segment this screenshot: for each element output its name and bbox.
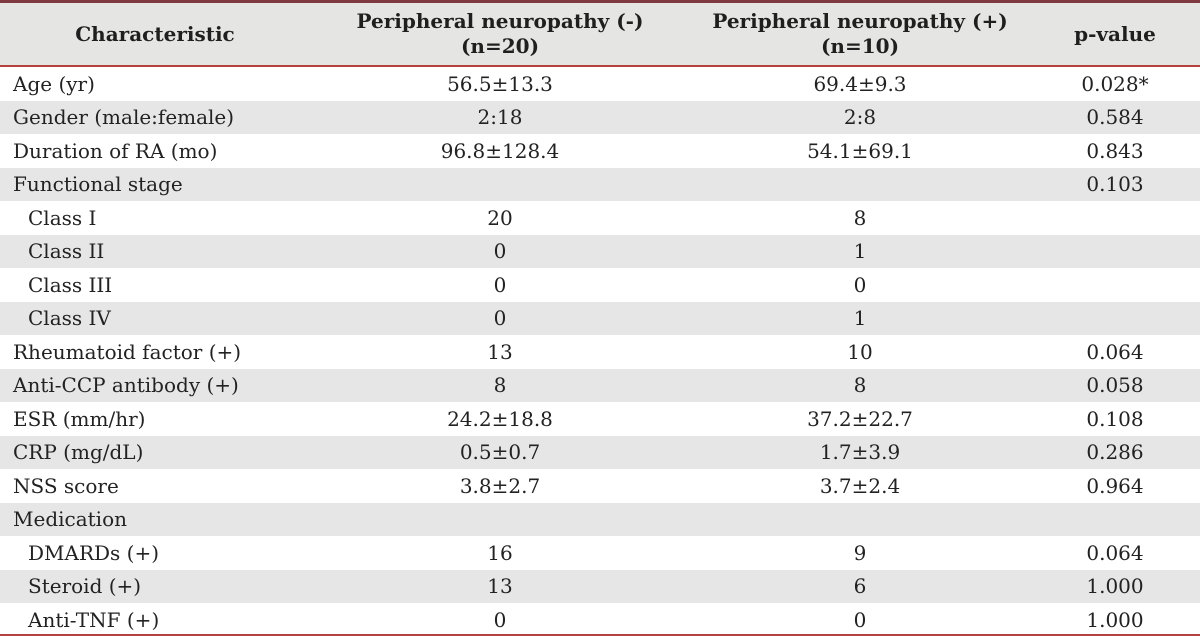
neuropathy-negative-value-cell: 96.8±128.4 [440,138,560,163]
neuropathy-negative-value-cell [310,168,690,202]
neuropathy-positive-value-cell: 10 [847,339,873,364]
table-row: ESR (mm/hr) 24.2±18.8 37.2±22.7 0.108 [0,402,1200,436]
characteristic-cell: Class I [28,205,97,230]
characteristic-cell: Class II [28,239,105,264]
characteristic-cell: Steroid (+) [28,574,142,599]
p-value-cell: 0.064 [1086,540,1144,565]
neuropathy-positive-value-cell: 0 [853,607,867,632]
p-value-cell [1030,201,1200,235]
table-row: Age (yr) 56.5±13.3 69.4±9.3 0.028* [0,66,1200,101]
characteristic-cell: Class III [28,272,113,297]
neuropathy-positive-value-cell: 1 [853,239,867,264]
p-value-cell: 0.843 [1086,138,1144,163]
table-row: Class IV 0 1 [0,301,1200,336]
p-value-cell: 0.964 [1086,473,1144,498]
characteristic-cell: Age (yr) [13,71,95,96]
characteristic-cell: CRP (mg/dL) [13,440,144,465]
p-value-cell: 0.584 [1086,105,1144,130]
table-row: Functional stage 0.103 [0,167,1200,202]
p-value-cell: 0.064 [1086,339,1144,364]
table-row: CRP (mg/dL) 0.5±0.7 1.7±3.9 0.286 [0,435,1200,469]
neuropathy-negative-value-cell: 0 [493,272,507,297]
table-row: Class II 0 1 [0,234,1200,269]
neuropathy-negative-value-cell: 16 [487,540,513,565]
characteristic-cell: Anti-TNF (+) [28,607,160,632]
neuropathy-positive-value-cell: 8 [853,205,867,230]
characteristic-cell: Duration of RA (mo) [13,138,218,163]
neuropathy-positive-value-cell: 2:8 [843,105,877,130]
neuropathy-positive-value-cell: 1.7±3.9 [819,440,901,465]
table-row: Duration of RA (mo) 96.8±128.4 54.1±69.1 0.… [0,134,1200,168]
neuropathy-negative-value-cell: 56.5±13.3 [447,71,553,96]
neuropathy-negative-value-cell: 13 [487,574,513,599]
neuropathy-positive-value-cell [690,503,1030,537]
neuropathy-positive-value-cell: 1 [853,306,867,331]
header-characteristic: Characteristic [0,3,310,67]
neuropathy-positive-value-cell: 37.2±22.7 [807,406,913,431]
neuropathy-positive-value-cell: 8 [853,373,867,398]
table-header: Characteristic Peripheral neuropathy (-)… [0,3,1200,67]
header-neuropathy-positive-n: (n=10) [820,34,900,58]
neuropathy-negative-value-cell: 0 [493,239,507,264]
table-row: NSS score 3.8±2.7 3.7±2.4 0.964 [0,469,1200,503]
p-value-cell: 0.108 [1086,406,1144,431]
p-value-cell: 0.058 [1086,373,1144,398]
header-neuropathy-positive: Peripheral neuropathy (+) (n=10) [690,3,1030,67]
p-value-cell: 0.286 [1086,440,1144,465]
characteristic-cell: Anti-CCP antibody (+) [13,373,239,398]
characteristic-cell: NSS score [13,473,119,498]
characteristic-cell: DMARDs (+) [28,540,160,565]
neuropathy-negative-value-cell: 0 [493,306,507,331]
table-row: Gender (male:female) 2:18 2:8 0.584 [0,100,1200,134]
characteristic-cell: Rheumatoid factor (+) [13,339,242,364]
neuropathy-negative-value-cell: 0 [493,607,507,632]
table-row: Class I 20 8 [0,201,1200,235]
neuropathy-positive-value-cell: 69.4±9.3 [813,71,907,96]
neuropathy-positive-value-cell: 0 [853,272,867,297]
table-row: DMARDs (+) 16 9 0.064 [0,536,1200,570]
characteristic-cell: Class IV [28,306,111,331]
characteristic-cell: Functional stage [13,172,183,197]
header-neuropathy-negative-n: (n=20) [460,34,540,58]
table-row: Rheumatoid factor (+) 13 10 0.064 [0,335,1200,369]
header-neuropathy-negative: Peripheral neuropathy (-) (n=20) [310,3,690,67]
neuropathy-positive-value-cell [690,168,1030,202]
neuropathy-positive-value-cell: 54.1±69.1 [807,138,913,163]
header-p-value: p-value [1030,3,1200,67]
neuropathy-negative-value-cell: 0.5±0.7 [459,440,541,465]
p-value-cell [1030,268,1200,302]
p-value-cell: 0.028* [1081,71,1149,96]
characteristic-cell: Gender (male:female) [13,105,235,130]
table-row: Steroid (+) 13 6 1.000 [0,569,1200,603]
table-row: Medication [0,502,1200,537]
p-value-cell: 1.000 [1086,574,1144,599]
p-value-cell: 0.103 [1086,172,1144,197]
neuropathy-positive-value-cell: 6 [853,574,867,599]
neuropathy-negative-value-cell: 24.2±18.8 [447,406,553,431]
table-body: Age (yr) 56.5±13.3 69.4±9.3 0.028* Gender (m… [0,66,1200,636]
neuropathy-negative-value-cell [310,503,690,537]
header-neuropathy-positive-line1: Peripheral neuropathy (+) [712,9,1008,33]
neuropathy-positive-value-cell: 9 [853,540,867,565]
neuropathy-negative-value-cell: 2:18 [477,105,523,130]
characteristics-table: Characteristic Peripheral neuropathy (-)… [0,3,1200,636]
neuropathy-negative-value-cell: 8 [493,373,507,398]
table-row: Anti-TNF (+) 0 0 1.000 [0,603,1200,636]
table-row: Class III 0 0 [0,268,1200,302]
neuropathy-negative-value-cell: 3.8±2.7 [459,473,541,498]
table-row: Anti-CCP antibody (+) 8 8 0.058 [0,368,1200,402]
neuropathy-negative-value-cell: 13 [487,339,513,364]
header-neuropathy-negative-line1: Peripheral neuropathy (-) [356,9,644,33]
p-value-cell [1030,235,1200,269]
characteristic-cell: Medication [13,507,127,532]
neuropathy-positive-value-cell: 3.7±2.4 [819,473,901,498]
p-value-cell: 1.000 [1086,607,1144,632]
p-value-cell [1030,302,1200,336]
header-row: Characteristic Peripheral neuropathy (-)… [0,3,1200,67]
p-value-cell [1030,503,1200,537]
neuropathy-negative-value-cell: 20 [487,205,513,230]
characteristic-cell: ESR (mm/hr) [13,406,146,431]
